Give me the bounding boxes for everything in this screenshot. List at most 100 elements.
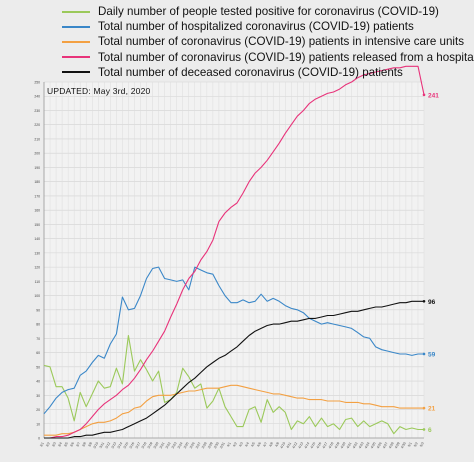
legend: Daily number of people tested positive f…: [62, 4, 474, 80]
series-line-1: [43, 334, 424, 435]
y-tick-label: 130: [34, 251, 40, 255]
x-tick-label: 3/21: [159, 441, 166, 449]
series-end-point-3: [422, 406, 426, 410]
x-tick-label: 4/23: [358, 441, 365, 449]
y-tick-label: 170: [34, 194, 40, 198]
series-line-5: [44, 300, 424, 439]
x-tick-label: 3/14: [117, 441, 124, 449]
x-tick-label: 3/31: [219, 441, 226, 449]
x-tick-label: 3/4: [57, 441, 63, 447]
x-tick-label: 3/19: [147, 441, 154, 449]
series-end-point-5: [422, 299, 426, 303]
x-tick-label: 4/13: [297, 441, 304, 449]
y-tick-label: 230: [34, 109, 40, 113]
legend-swatch: [62, 40, 90, 43]
x-tick-label: 4/16: [316, 441, 323, 449]
x-tick-label: 3/17: [135, 441, 142, 449]
legend-swatch: [62, 71, 90, 74]
x-tick-label: 3/20: [153, 441, 160, 449]
x-tick-label: 4/14: [303, 441, 310, 449]
x-tick-label: 3/5: [63, 441, 69, 447]
x-tick-label: 3/6: [69, 441, 75, 447]
series-end-label-3: 21: [428, 406, 436, 413]
legend-swatch: [62, 25, 90, 28]
x-tick-label: 3/16: [129, 441, 136, 449]
y-tick-label: 140: [34, 237, 40, 241]
legend-label: Total number of deceased coronavirus (CO…: [98, 65, 403, 79]
x-tick-label: 3/25: [183, 441, 190, 449]
y-tick-label: 40: [36, 380, 40, 384]
y-tick-label: 180: [34, 180, 40, 184]
x-tick-label: 4/27: [382, 441, 389, 449]
x-tick-label: 4/6: [256, 441, 262, 447]
y-tick-label: 50: [36, 365, 40, 369]
x-tick-label: 4/3: [238, 441, 244, 447]
x-tick-label: 5/1: [407, 441, 413, 447]
x-tick-label: 3/22: [165, 441, 172, 449]
series-line-4: [44, 65, 425, 439]
legend-label: Total number of coronavirus (COVID-19) p…: [98, 50, 474, 64]
x-tick-label: 4/10: [279, 441, 286, 449]
y-tick-label: 30: [36, 394, 40, 398]
legend-swatch: [62, 56, 90, 59]
series-end-label-1: 6: [428, 427, 432, 434]
y-tick-label: 0: [38, 437, 40, 441]
series-end-point-4: [422, 93, 426, 97]
x-tick-label: 3/7: [75, 441, 81, 447]
y-tick-label: 210: [34, 137, 40, 141]
x-tick-label: 4/12: [291, 441, 298, 449]
x-tick-label: 4/1: [226, 441, 232, 447]
legend-item: Total number of deceased coronavirus (CO…: [62, 65, 472, 80]
series-end-point-2: [422, 352, 426, 356]
y-tick-label: 250: [34, 81, 40, 85]
x-tick-label: 3/11: [99, 441, 106, 449]
x-tick-label: 3/18: [141, 441, 148, 449]
legend-item: Total number of coronavirus (COVID-19) p…: [62, 34, 472, 49]
x-tick-label: 3/15: [123, 441, 130, 449]
y-tick-label: 10: [36, 422, 40, 426]
x-tick-label: 3/12: [104, 441, 111, 449]
x-tick-label: 3/24: [177, 441, 184, 449]
y-tick-label: 120: [34, 266, 40, 270]
legend-item: Total number of coronavirus (COVID-19) p…: [62, 50, 474, 65]
x-tick-label: 3/3: [51, 441, 57, 447]
x-tick-label: 4/4: [244, 441, 250, 447]
x-tick-label: 4/18: [328, 441, 335, 449]
series-end-label-5: 96: [428, 299, 436, 306]
x-tick-label: 4/17: [322, 441, 329, 449]
x-tick-label: 4/22: [352, 441, 359, 449]
x-tick-label: 3/8: [81, 441, 87, 447]
y-tick-label: 150: [34, 223, 40, 227]
y-tick-label: 60: [36, 351, 40, 355]
x-tick-label: 3/9: [87, 441, 93, 447]
legend-label: Total number of coronavirus (COVID-19) p…: [98, 35, 465, 49]
y-tick-label: 20: [36, 408, 40, 412]
x-tick-label: 3/10: [92, 441, 99, 449]
x-tick-label: 4/25: [370, 441, 377, 449]
y-tick-label: 220: [34, 123, 40, 127]
y-tick-label: 200: [34, 152, 40, 156]
x-tick-label: 4/5: [250, 441, 256, 447]
legend-item: Daily number of people tested positive f…: [62, 4, 472, 19]
x-tick-label: 4/11: [286, 441, 293, 449]
x-tick-label: 4/29: [394, 441, 401, 449]
y-tick-label: 160: [34, 209, 40, 213]
y-tick-label: 110: [35, 280, 41, 284]
series-end-label-4: 241: [428, 92, 439, 99]
x-tick-label: 3/2: [45, 441, 51, 447]
x-tick-label: 4/26: [376, 441, 383, 449]
x-tick-label: 3/27: [195, 441, 202, 449]
x-tick-label: 5/2: [413, 441, 419, 447]
x-tick-label: 3/1: [39, 441, 45, 447]
x-tick-label: 3/26: [189, 441, 196, 449]
plot-area: [44, 82, 424, 438]
y-tick-label: 240: [34, 95, 40, 99]
x-tick-label: 4/15: [310, 441, 317, 449]
x-tick-label: 3/13: [110, 441, 117, 449]
x-tick-label: 3/23: [171, 441, 178, 449]
x-tick-label: 3/30: [213, 441, 220, 449]
x-tick-label: 4/19: [334, 441, 341, 449]
x-tick-label: 4/21: [346, 441, 353, 449]
legend-label: Daily number of people tested positive f…: [98, 5, 439, 19]
